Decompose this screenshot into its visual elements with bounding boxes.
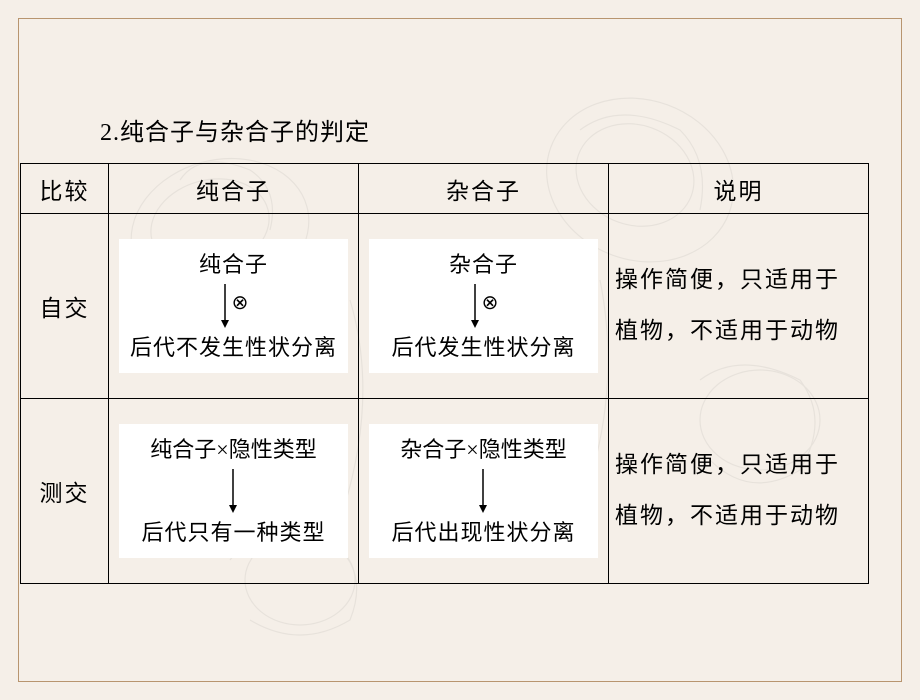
cell-testcross-heterozygote: 杂合子×隐性类型 后代出现性状分离	[359, 399, 609, 584]
header-homozygote: 纯合子	[109, 164, 359, 214]
row-label-testcross: 测交	[21, 399, 109, 584]
diagram-box: 杂合子×隐性类型 后代出现性状分离	[369, 424, 598, 558]
circled-times-icon: ⊗	[232, 293, 250, 313]
diagram-top-text: 纯合子	[199, 247, 268, 282]
cell-testcross-description: 操作简便，只适用于植物，不适用于动物	[609, 399, 869, 584]
arrow-with-circled-x-icon: ⊗	[468, 282, 500, 330]
description-text: 操作简便，只适用于植物，不适用于动物	[609, 255, 868, 356]
slide-title: 2.纯合子与杂合子的判定	[100, 112, 370, 147]
comparison-table: 比较 纯合子 杂合子 说明 自交 纯合子 ⊗ 后代不发生性状分离 杂合子	[20, 163, 869, 584]
diagram-top-text: 纯合子×隐性类型	[150, 432, 316, 467]
header-description: 说明	[609, 164, 869, 214]
diagram-bottom-text: 后代发生性状分离	[391, 330, 575, 365]
diagram-box: 纯合子×隐性类型 后代只有一种类型	[119, 424, 348, 558]
description-text: 操作简便，只适用于植物，不适用于动物	[609, 440, 868, 541]
diagram-box: 纯合子 ⊗ 后代不发生性状分离	[119, 239, 348, 373]
circled-times-icon: ⊗	[482, 293, 500, 313]
cell-testcross-homozygote: 纯合子×隐性类型 后代只有一种类型	[109, 399, 359, 584]
diagram-box: 杂合子 ⊗ 后代发生性状分离	[369, 239, 598, 373]
table-row: 自交 纯合子 ⊗ 后代不发生性状分离 杂合子 ⊗	[21, 214, 869, 399]
arrow-down-icon	[226, 467, 240, 515]
header-heterozygote: 杂合子	[359, 164, 609, 214]
diagram-bottom-text: 后代出现性状分离	[391, 515, 575, 550]
table-row: 测交 纯合子×隐性类型 后代只有一种类型 杂合子×隐性类型 后代出现性状分离	[21, 399, 869, 584]
diagram-bottom-text: 后代不发生性状分离	[130, 330, 337, 365]
diagram-top-text: 杂合子	[449, 247, 518, 282]
cell-selfing-homozygote: 纯合子 ⊗ 后代不发生性状分离	[109, 214, 359, 399]
diagram-top-text: 杂合子×隐性类型	[400, 432, 566, 467]
table-header-row: 比较 纯合子 杂合子 说明	[21, 164, 869, 214]
slide-content: 2.纯合子与杂合子的判定 比较 纯合子 杂合子 说明 自交 纯合子 ⊗ 后代不发…	[0, 0, 920, 700]
cell-selfing-description: 操作简便，只适用于植物，不适用于动物	[609, 214, 869, 399]
diagram-bottom-text: 后代只有一种类型	[141, 515, 325, 550]
header-compare: 比较	[21, 164, 109, 214]
row-label-selfing: 自交	[21, 214, 109, 399]
arrow-down-icon	[476, 467, 490, 515]
arrow-with-circled-x-icon: ⊗	[218, 282, 250, 330]
cell-selfing-heterozygote: 杂合子 ⊗ 后代发生性状分离	[359, 214, 609, 399]
